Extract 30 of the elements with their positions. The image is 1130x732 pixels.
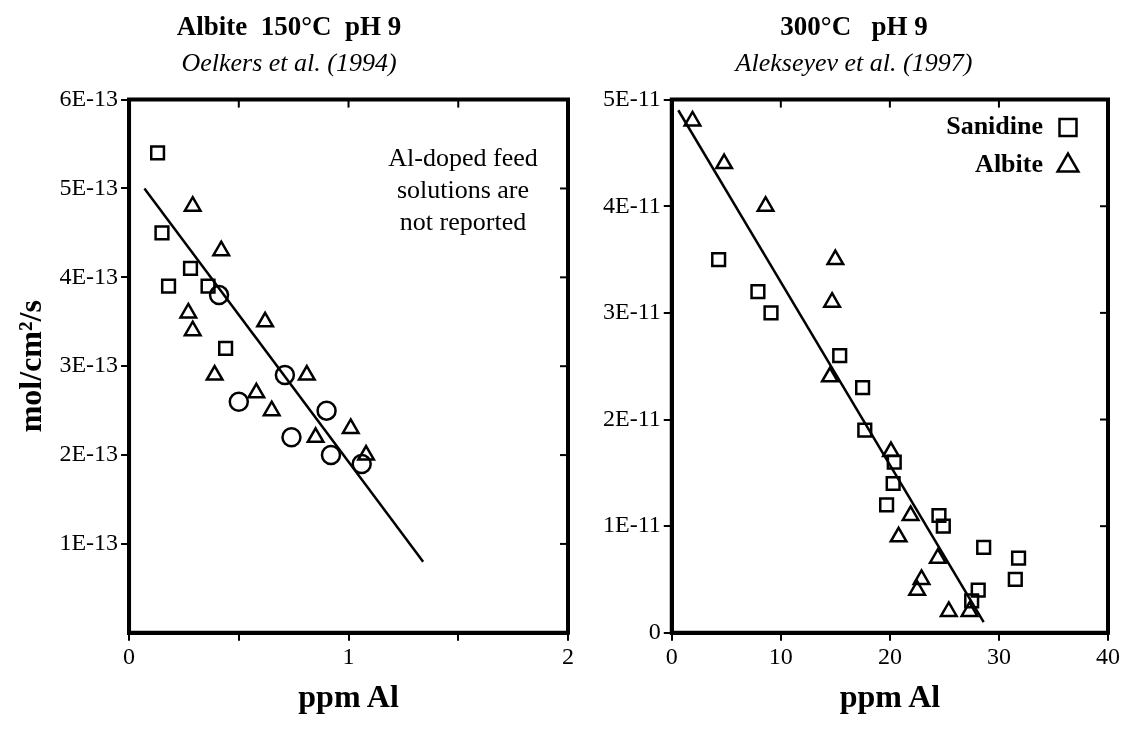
y-tick-label: 1E-11 (603, 511, 661, 538)
y-tick-label: 2E-11 (603, 404, 661, 431)
y-tick-label: 6E-13 (59, 84, 119, 111)
x-axis-title: ppm Al (839, 678, 941, 715)
x-tick-label: 40 (1096, 643, 1120, 670)
y-tick-label: 5E-11 (603, 84, 661, 111)
chart-subtitle: Oelkers et al. (1994) (181, 47, 397, 77)
y-tick-label: 2E-13 (59, 440, 119, 467)
x-tick-label: 2 (562, 643, 574, 670)
legend-label: Albite (975, 149, 1043, 179)
legend-label: Sanidine (946, 111, 1043, 141)
y-tick-label: 5E-13 (59, 173, 119, 200)
y-tick-label: 4E-13 (59, 262, 119, 289)
y-tick-label: 0 (648, 618, 661, 645)
y-tick-label: 3E-11 (603, 298, 661, 325)
x-axis-title: ppm Al (298, 678, 399, 715)
chart-subtitle: Alekseyev et al. (1997) (733, 47, 973, 77)
annotation: Al-doped feed solutions are not reported (388, 143, 538, 237)
y-tick-label: 1E-13 (59, 529, 119, 556)
x-tick-label: 1 (342, 643, 355, 670)
y-tick-label: 3E-13 (59, 351, 119, 378)
y-axis-title: mol/cm²/s (12, 300, 49, 433)
x-tick-label: 0 (665, 643, 678, 670)
x-tick-label: 10 (768, 643, 793, 670)
x-tick-label: 0 (123, 643, 136, 670)
x-tick-label: 30 (986, 643, 1011, 670)
y-tick-label: 4E-11 (603, 191, 661, 218)
x-tick-label: 20 (877, 643, 902, 670)
chart-title: Albite 150°C pH 9 (176, 11, 402, 42)
chart-title: 300°C pH 9 (780, 11, 928, 42)
